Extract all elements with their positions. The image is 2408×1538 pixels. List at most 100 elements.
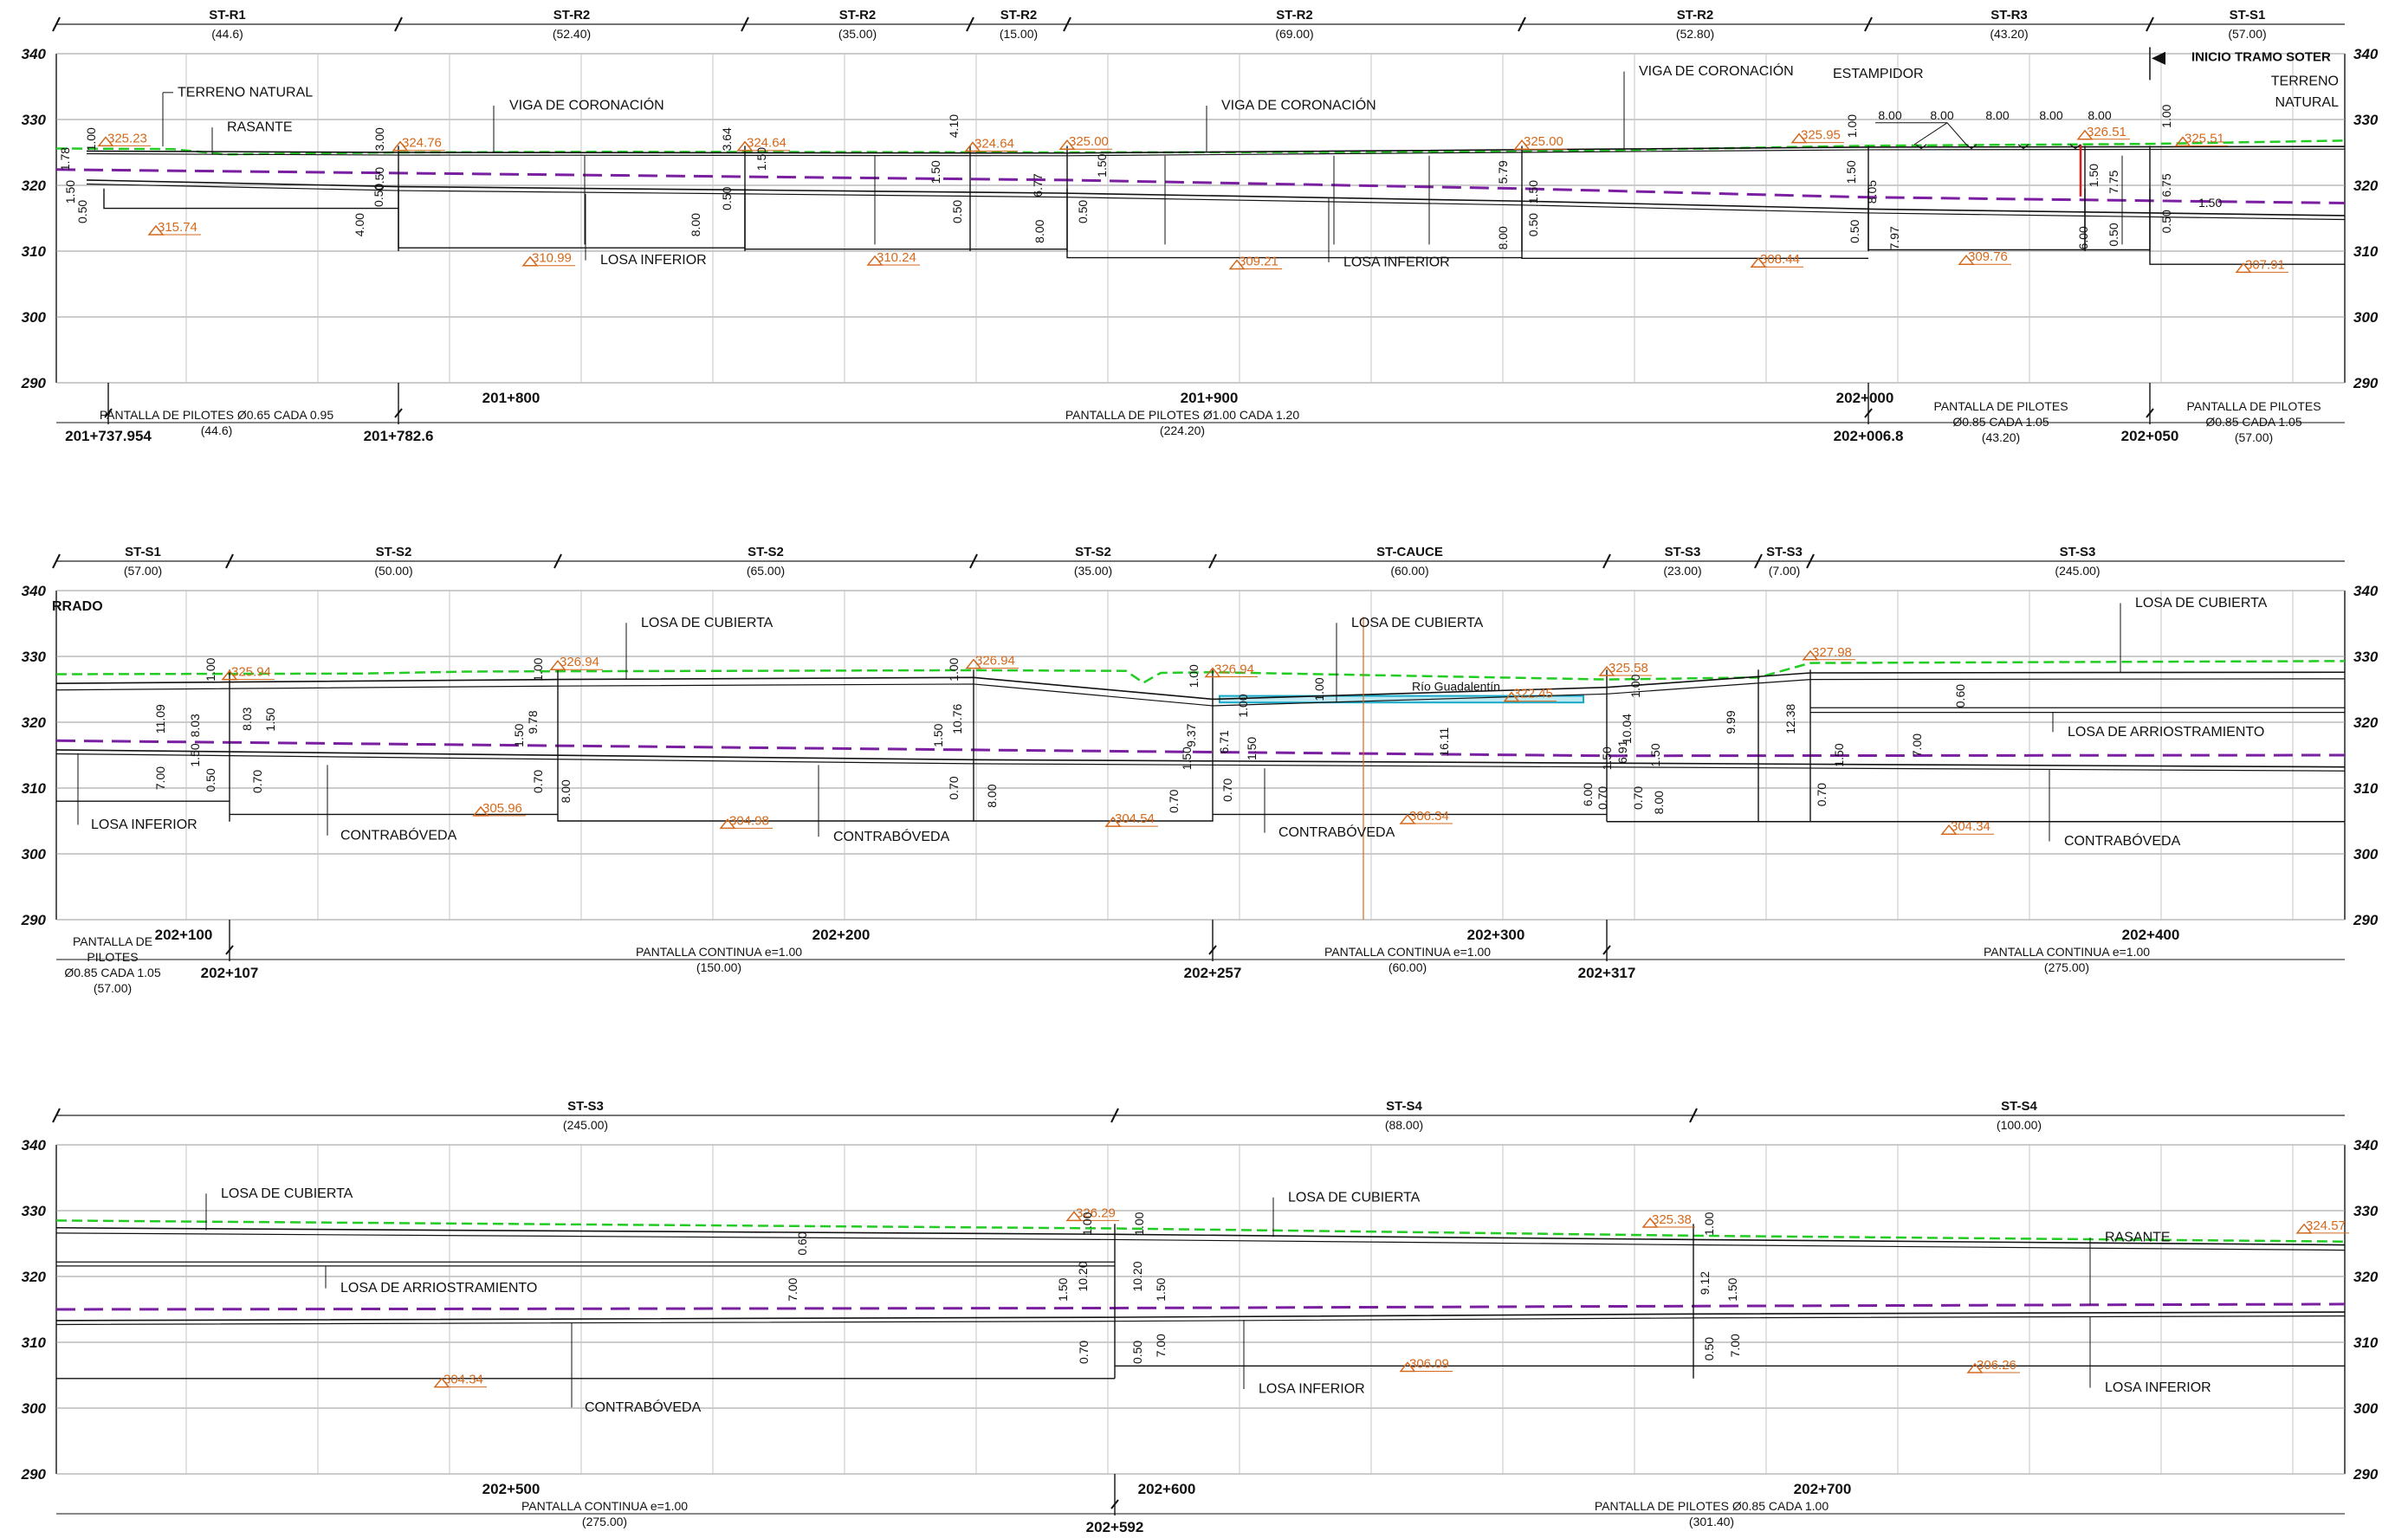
chainage-break-mark — [394, 408, 403, 418]
dimension-label: 8.00 — [1032, 219, 1046, 242]
chainage-break-mark — [225, 945, 234, 955]
elevation-value: 324.64 — [974, 136, 1014, 151]
estampidor-leader — [1875, 122, 1967, 145]
y-tick-label-right: 310 — [2353, 1334, 2379, 1351]
dimension-label: 8.03 — [188, 714, 202, 737]
dimension-label: 0.50 — [204, 768, 217, 792]
section-divider-tick — [1602, 553, 1611, 569]
section-name: ST-S2 — [1075, 545, 1111, 559]
chainage-label: 202+300 — [1467, 927, 1525, 943]
section-divider-tick — [1806, 553, 1815, 569]
pile-description: PANTALLA DE PILOTES Ø0.65 CADA 0.95 — [100, 408, 333, 422]
dimension-label: 4.00 — [353, 213, 366, 236]
dimension-label: 1.00 — [1080, 1212, 1094, 1235]
dimension-label: 1.00 — [1702, 1212, 1716, 1235]
y-tick-label-right: 290 — [2353, 912, 2379, 928]
pile-description: PANTALLA CONTINUA e=1.00 — [636, 945, 802, 959]
y-tick-label-right: 330 — [2353, 112, 2379, 128]
dimension-label: 9.78 — [526, 710, 540, 733]
section-length: (57.00) — [124, 564, 162, 578]
pile-wall-bottom — [1521, 188, 1868, 260]
section-length: (43.20) — [1990, 27, 2028, 41]
section-divider-tick — [394, 16, 403, 32]
label-losa-cubierta: LOSA DE CUBIERTA — [1351, 616, 1484, 630]
pile-wall-bottom — [744, 188, 1067, 250]
dimension-label: 0.50 — [1130, 1341, 1144, 1364]
dimension-label: 8.00 — [559, 779, 573, 803]
y-tick-label-left: 340 — [22, 1137, 47, 1154]
dimension-label: 8.00 — [2039, 108, 2062, 122]
section-name: ST-R2 — [839, 8, 877, 23]
pile-length: (275.00) — [2044, 960, 2089, 974]
bottom-slab-line — [55, 1315, 2346, 1326]
elevation-value: 310.99 — [532, 251, 572, 266]
dimension-label: 0.50 — [1848, 219, 1861, 242]
dimension-label: 1.50 — [63, 180, 77, 204]
pile-description: PANTALLA DE — [73, 934, 152, 948]
strip-2-structure: RRADO LOSA DE CUBIERTA LOSA DE CUBIERTA LOS… — [52, 596, 2346, 920]
elevation-value: 327.98 — [1812, 645, 1852, 660]
section-divider-tick — [741, 16, 749, 32]
dimension-label: 1.50 — [1095, 153, 1109, 177]
dimension-label: 1.50 — [1600, 746, 1614, 770]
pile-length: (60.00) — [1388, 960, 1427, 974]
section-name: ST-S3 — [2060, 545, 2096, 559]
dimension-label: 6.77 — [1031, 173, 1045, 197]
chainage-label: 201+782.6 — [364, 428, 434, 444]
elevation-value: 306.09 — [1409, 1356, 1449, 1371]
y-tick-label-left: 290 — [21, 1466, 47, 1483]
section-length: (100.00) — [1997, 1118, 2042, 1132]
label-losa-cubierta: LOSA DE CUBIERTA — [221, 1186, 353, 1201]
section-divider-tick — [1864, 16, 1873, 32]
y-tick-label-left: 340 — [22, 46, 47, 62]
label-cut-title: RRADO — [52, 599, 103, 614]
y-tick-label-right: 300 — [2353, 1400, 2379, 1417]
label-inicio-tramo: INICIO TRAMO SOTER — [2191, 49, 2331, 64]
dimension-label: 8.00 — [1496, 226, 1510, 249]
dimension-label: 0.50 — [2107, 223, 2120, 246]
label-rasante: RASANTE — [2105, 1231, 2171, 1245]
elevation-value: 304.54 — [1115, 811, 1155, 826]
dimension-label: 1.00 — [1312, 677, 1326, 701]
dimension-label: 7.97 — [1887, 226, 1901, 249]
dimension-label: 7.75 — [2107, 170, 2120, 193]
dimension-label: 1.00 — [2159, 104, 2173, 127]
dimension-label: 6.91 — [1615, 740, 1629, 763]
dimension-label: 1.00 — [84, 127, 98, 151]
pile-length: (150.00) — [696, 960, 741, 974]
section-length: (245.00) — [563, 1118, 608, 1132]
section-length: (35.00) — [838, 27, 877, 41]
rasante-line — [55, 168, 2346, 205]
chainage-label: 201+737.954 — [65, 428, 152, 444]
dimension-label: 9.37 — [1184, 723, 1198, 746]
label-losa-inferior: LOSA INFERIOR — [600, 253, 707, 268]
dimension-label: 8.00 — [1930, 108, 1953, 122]
dimension-label: 1.50 — [512, 723, 526, 746]
estampidor-leader — [1913, 122, 1948, 145]
arrow-left-icon — [2152, 51, 2165, 65]
chainage-label: 202+317 — [1578, 965, 1636, 981]
dimension-label: 1.50 — [2087, 164, 2101, 187]
y-tick-label-right: 290 — [2353, 1466, 2379, 1483]
y-tick-label-right: 310 — [2353, 780, 2379, 797]
dimension-label: 9.12 — [1698, 1271, 1712, 1295]
label-arriostramiento: LOSA DE ARRIOSTRAMIENTO — [2068, 725, 2264, 740]
dimension-label: 7.00 — [1728, 1334, 1742, 1357]
dimension-label: 16.11 — [1437, 727, 1451, 757]
dimension-label: 1.50 — [929, 160, 942, 184]
y-tick-label-right: 330 — [2353, 1203, 2379, 1219]
dimension-label: 10.20 — [1130, 1261, 1144, 1291]
dimension-label: 0.50 — [1702, 1337, 1716, 1360]
dimension-label: 1.00 — [204, 657, 217, 681]
strip-1-structure: TERRENO NATURAL RASANTE VIGA DE CORONACIÓN… — [55, 47, 2346, 274]
pile-wall-bottom — [1066, 188, 1522, 259]
section-divider-tick — [1754, 553, 1763, 569]
dimension-label: 8.00 — [985, 784, 999, 807]
section-name: ST-S4 — [2001, 1099, 2037, 1114]
section-length: (52.40) — [553, 27, 591, 41]
section-length: (44.6) — [211, 27, 243, 41]
y-tick-label-right: 300 — [2353, 309, 2379, 326]
label-arriostramiento: LOSA DE ARRIOSTRAMIENTO — [340, 1281, 537, 1296]
dimension-label: 8.00 — [1985, 108, 2009, 122]
section-divider-tick — [52, 16, 61, 32]
